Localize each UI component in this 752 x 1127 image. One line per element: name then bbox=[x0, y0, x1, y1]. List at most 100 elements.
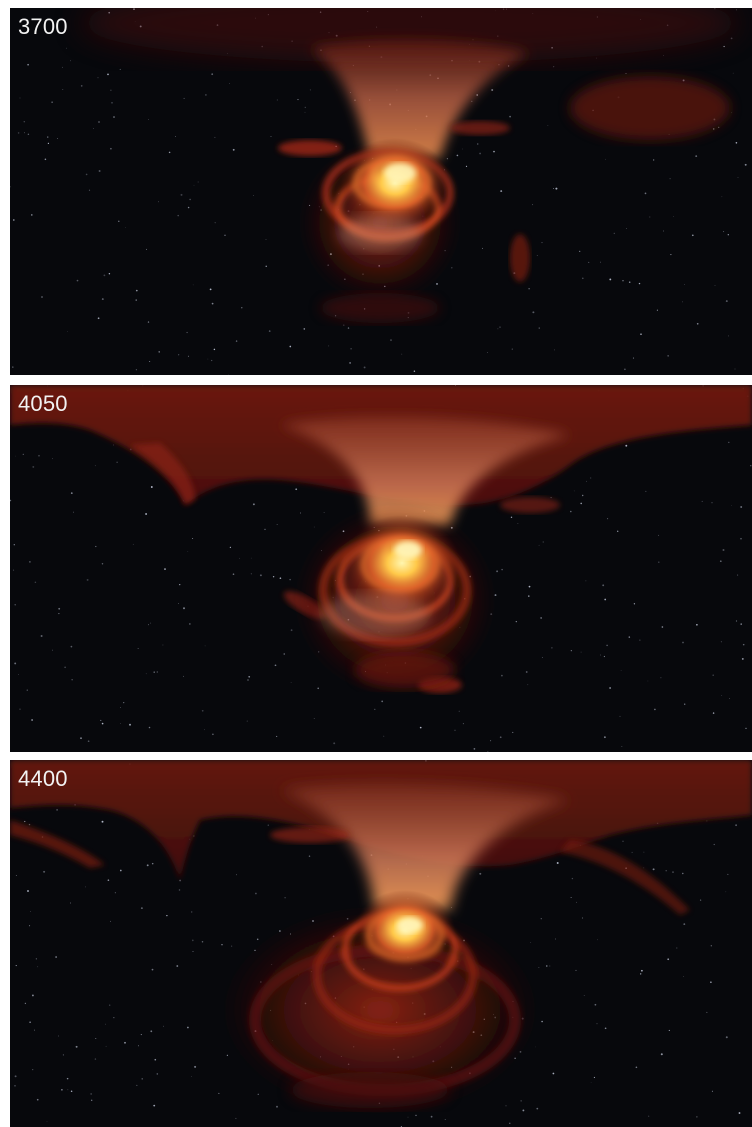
star bbox=[272, 576, 275, 578]
star bbox=[62, 88, 64, 90]
star bbox=[290, 682, 292, 683]
star bbox=[214, 136, 216, 138]
star bbox=[265, 265, 267, 267]
star bbox=[189, 623, 191, 625]
star bbox=[673, 216, 674, 217]
star bbox=[10, 186, 11, 188]
star bbox=[583, 995, 585, 996]
star bbox=[29, 925, 31, 927]
accretion-vortex-render-2 bbox=[10, 385, 752, 752]
star bbox=[645, 490, 647, 492]
star bbox=[722, 549, 725, 551]
star bbox=[667, 355, 669, 357]
star bbox=[735, 620, 738, 622]
star bbox=[236, 874, 237, 876]
star bbox=[140, 907, 143, 910]
star bbox=[661, 626, 664, 628]
star bbox=[274, 664, 277, 667]
star bbox=[699, 899, 702, 901]
star bbox=[462, 148, 464, 150]
star bbox=[727, 234, 729, 236]
star bbox=[603, 736, 606, 739]
star bbox=[538, 967, 540, 969]
star bbox=[56, 809, 58, 811]
star bbox=[713, 843, 715, 846]
star bbox=[232, 148, 235, 151]
star bbox=[276, 735, 278, 737]
star bbox=[70, 1090, 73, 1092]
star bbox=[450, 906, 453, 909]
star bbox=[750, 465, 752, 467]
star bbox=[613, 232, 615, 235]
star bbox=[628, 636, 631, 638]
star bbox=[596, 57, 598, 59]
star bbox=[742, 643, 745, 646]
star bbox=[145, 673, 147, 675]
star bbox=[684, 703, 686, 705]
star bbox=[570, 510, 572, 513]
star bbox=[62, 1054, 64, 1056]
star bbox=[47, 142, 50, 145]
star bbox=[333, 742, 336, 745]
star bbox=[656, 309, 658, 311]
star bbox=[191, 939, 194, 942]
star bbox=[250, 557, 252, 559]
star bbox=[41, 296, 43, 298]
star bbox=[136, 1084, 138, 1086]
star bbox=[735, 824, 737, 827]
star bbox=[727, 335, 729, 337]
star bbox=[109, 1004, 111, 1006]
star bbox=[17, 673, 19, 675]
star bbox=[113, 1017, 115, 1019]
star bbox=[158, 351, 160, 353]
star bbox=[720, 641, 722, 643]
star bbox=[186, 331, 188, 334]
star bbox=[235, 1117, 237, 1119]
star bbox=[597, 939, 599, 941]
star bbox=[108, 272, 111, 275]
star bbox=[162, 644, 164, 646]
star bbox=[493, 150, 495, 153]
star bbox=[479, 152, 481, 155]
star bbox=[137, 648, 139, 649]
star bbox=[624, 368, 626, 371]
star bbox=[479, 872, 482, 875]
star bbox=[736, 9, 737, 11]
star bbox=[668, 1029, 670, 1031]
star bbox=[88, 189, 91, 191]
star bbox=[12, 219, 15, 221]
star bbox=[672, 871, 674, 873]
star bbox=[663, 230, 664, 232]
star bbox=[407, 1116, 409, 1118]
star bbox=[682, 301, 683, 303]
star bbox=[538, 544, 540, 546]
star bbox=[712, 128, 715, 130]
star bbox=[37, 966, 39, 968]
star bbox=[622, 840, 624, 842]
star bbox=[43, 870, 46, 873]
star bbox=[13, 569, 15, 571]
star bbox=[177, 214, 179, 217]
star bbox=[482, 247, 484, 249]
star bbox=[639, 639, 641, 641]
star bbox=[252, 503, 255, 506]
star bbox=[682, 872, 684, 875]
accretion-vortex-render-3 bbox=[10, 760, 752, 1127]
star bbox=[682, 641, 684, 644]
star bbox=[553, 188, 554, 190]
star bbox=[187, 550, 189, 552]
star bbox=[179, 583, 181, 586]
star bbox=[454, 729, 456, 731]
star bbox=[706, 1011, 708, 1013]
star bbox=[209, 288, 212, 291]
star bbox=[552, 1072, 555, 1075]
star bbox=[740, 623, 742, 625]
star bbox=[14, 1084, 16, 1087]
star bbox=[745, 727, 747, 730]
star bbox=[660, 1053, 663, 1056]
star bbox=[24, 132, 25, 134]
star bbox=[304, 111, 306, 113]
star bbox=[232, 573, 235, 575]
star bbox=[575, 969, 577, 971]
star bbox=[178, 354, 180, 356]
